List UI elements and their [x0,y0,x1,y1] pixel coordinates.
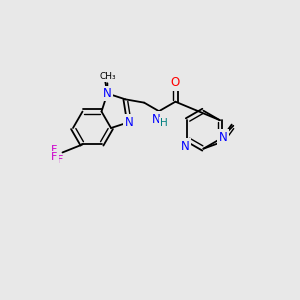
Text: N: N [152,113,160,126]
Text: N: N [218,131,227,144]
Text: F: F [57,155,64,166]
Text: N: N [181,140,189,153]
Text: CH₃: CH₃ [99,72,116,81]
Text: H: H [160,118,168,128]
Text: N: N [125,116,134,129]
Text: O: O [171,76,180,89]
Text: F: F [51,146,58,155]
Text: F: F [51,152,58,163]
Text: N: N [103,87,112,100]
